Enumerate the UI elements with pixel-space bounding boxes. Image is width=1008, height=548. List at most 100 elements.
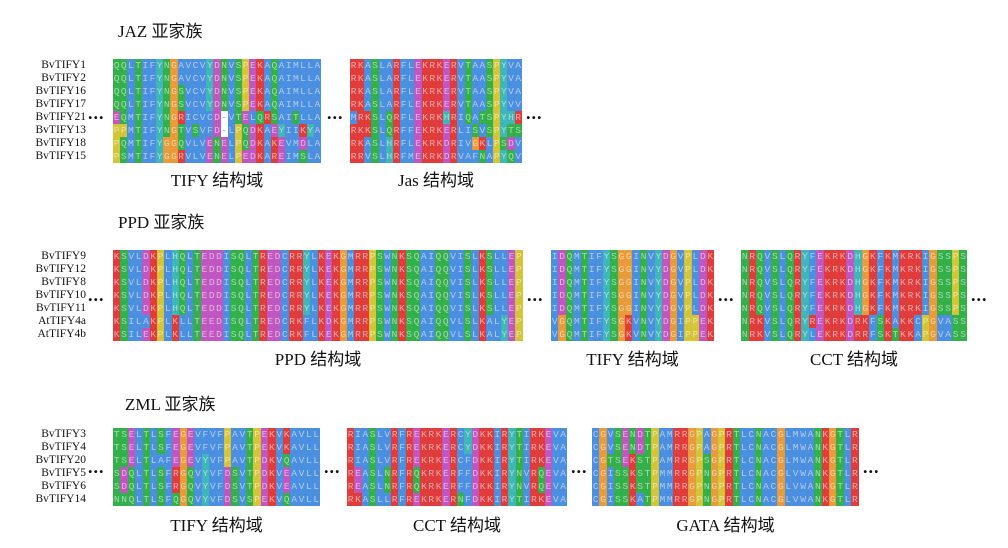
sequence-label: BvTIFY4 [41, 441, 86, 453]
jaz-section-title: JAZ 亚家族 [118, 22, 203, 41]
sequence-label: BvTIFY1 [41, 59, 86, 71]
sequence-label: BvTIFY8 [41, 276, 86, 288]
ppd-section-title: PPD 亚家族 [118, 213, 205, 232]
ellipsis: ... [88, 103, 105, 123]
sequence-label: BvTIFY2 [41, 72, 86, 84]
sequence-label: BvTIFY16 [35, 85, 86, 97]
sequence-label: BvTIFY14 [35, 493, 86, 505]
zml-tify-domain-label: TIFY 结构域 [170, 516, 263, 535]
ellipsis: ... [88, 457, 105, 477]
ppd-sequence-labels: BvTIFY9 BvTIFY12 BvTIFY8 BvTIFY10 BvTIFY11 At… [20, 250, 86, 341]
sequence-label: BvTIFY20 [35, 454, 86, 466]
ppd-ppd-domain-label: PPD 结构域 [274, 350, 362, 369]
sequence-label: BvTIFY17 [35, 98, 86, 110]
ellipsis: ... [718, 285, 735, 305]
sequence-label: BvTIFY18 [35, 137, 86, 149]
sequence-label: BvTIFY3 [41, 428, 86, 440]
ellipsis: ... [327, 103, 344, 123]
ppd-cct-domain-label: CCT 结构域 [809, 350, 898, 369]
ellipsis: ... [526, 103, 543, 123]
zml-section-title: ZML 亚家族 [125, 395, 216, 414]
ellipsis: ... [863, 457, 880, 477]
zml-cct-domain-label: CCT 结构域 [412, 516, 501, 535]
zml-sequence-labels: BvTIFY3 BvTIFY4 BvTIFY20 BvTIFY5 BvTIFY6 BvTI… [20, 428, 86, 506]
sequence-label: BvTIFY5 [41, 467, 86, 479]
sequence-label: AtTIFY4b [37, 328, 86, 340]
ellipsis: ... [88, 285, 105, 305]
sequence-label: BvTIFY12 [35, 263, 86, 275]
sequence-label: BvTIFY9 [41, 250, 86, 262]
ellipsis: ... [527, 285, 544, 305]
sequence-label: BvTIFY21 [35, 111, 86, 123]
sequence-label: BvTIFY15 [35, 150, 86, 162]
ellipsis: ... [324, 457, 341, 477]
jaz-jas-domain-label: Jas 结构域 [397, 171, 475, 190]
ellipsis: ... [571, 457, 588, 477]
sequence-label: BvTIFY6 [41, 480, 86, 492]
zml-gata-domain-label: GATA 结构域 [676, 516, 775, 535]
sequence-label: BvTIFY10 [35, 289, 86, 301]
sequence-label: BvTIFY11 [35, 302, 86, 314]
sequence-label: AtTIFY4a [38, 315, 86, 327]
ellipsis: ... [971, 285, 988, 305]
